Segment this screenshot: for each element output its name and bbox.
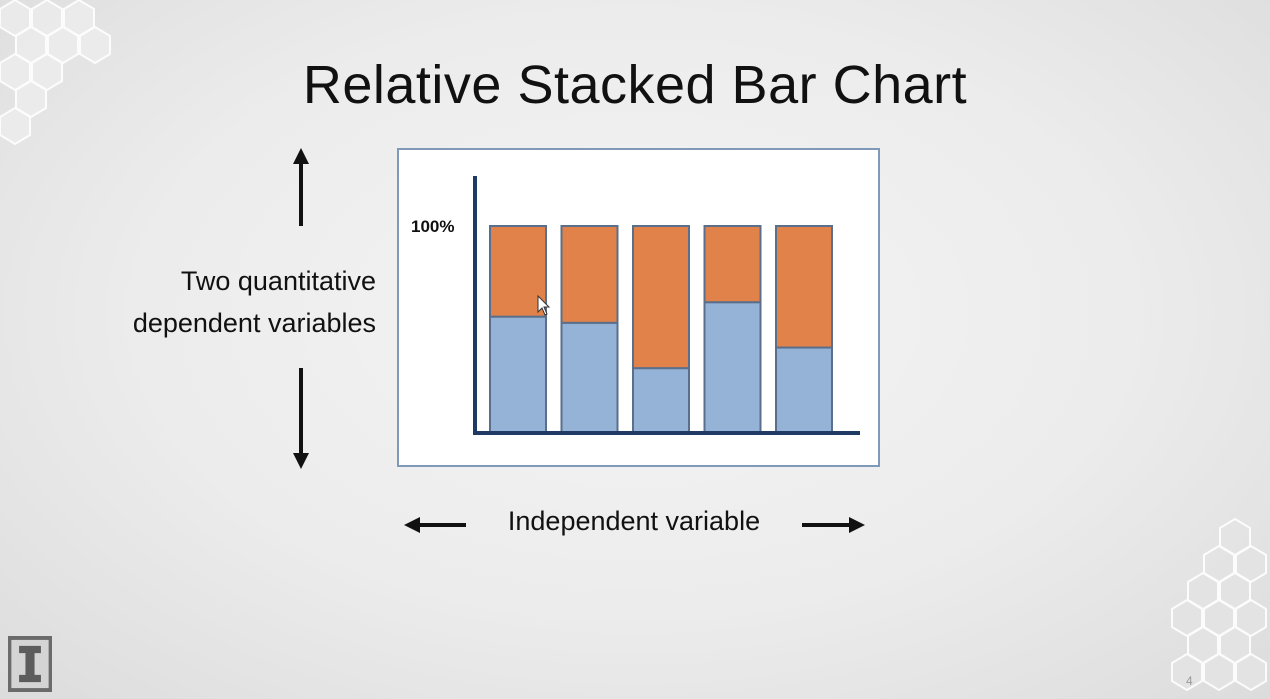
arrow-up-icon (293, 148, 309, 226)
x-axis-caption: Independent variable (507, 506, 761, 536)
bar-segment-top (489, 225, 547, 318)
y-axis-caption-line-1: Two quantitative (180, 266, 376, 296)
university-logo-icon (8, 636, 52, 692)
bar-segment-bottom (632, 367, 690, 433)
bar-segment-bottom (775, 346, 833, 433)
bar-segment-bottom (560, 321, 619, 434)
hexagon-pattern-bottom-right (1171, 517, 1267, 692)
y-axis-caption-line-2: dependent variables (132, 308, 376, 338)
mouse-cursor-icon (537, 294, 551, 316)
y-axis-caption: Two quantitative dependent variables (60, 260, 376, 344)
bar-segment-top (560, 225, 619, 324)
bar-segment-top (632, 225, 690, 370)
arrow-down-icon (293, 368, 309, 469)
bar-segment-bottom (489, 315, 547, 433)
bar-segment-top (703, 225, 762, 304)
arrow-left-icon (404, 517, 466, 533)
bar-segment-bottom (703, 301, 762, 433)
y-tick-label: 100% (411, 217, 454, 236)
stacked-bar-chart: 100% (411, 176, 860, 435)
bar-segment-top (775, 225, 833, 349)
page-number: 4 (1186, 674, 1193, 688)
arrow-right-icon (802, 517, 865, 533)
slide-title: Relative Stacked Bar Chart (302, 55, 968, 115)
